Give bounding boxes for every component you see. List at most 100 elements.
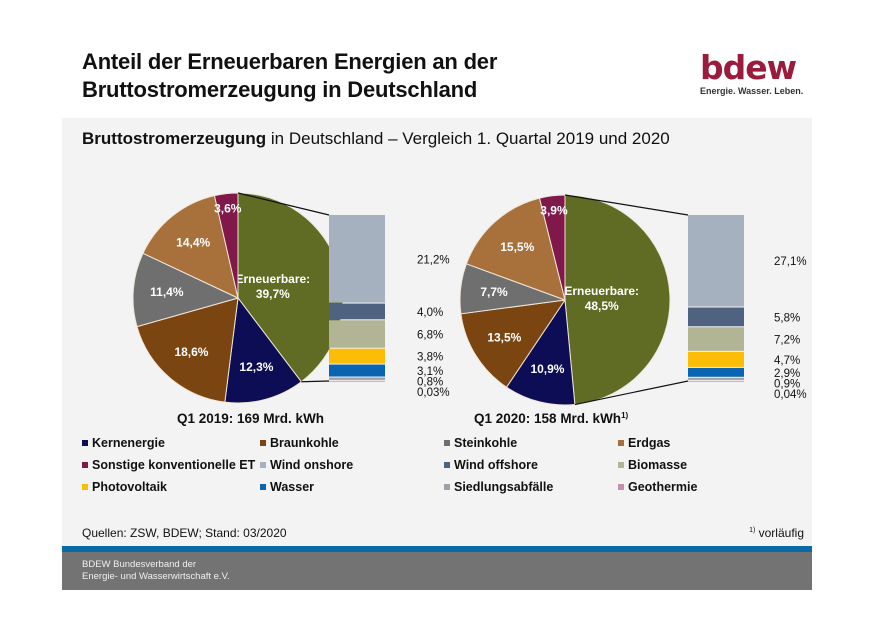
pie-slice-sonstige-konventionelle-et: [213, 192, 239, 299]
legend-item-wind-onshore: Wind onshore: [260, 458, 353, 472]
legend-swatch: [618, 462, 624, 468]
legend-swatch: [444, 462, 450, 468]
legend-swatch: [260, 462, 266, 468]
legend-item-photovoltaik: Photovoltaik: [82, 480, 167, 494]
bar-segment-wind-offshore: [329, 303, 385, 320]
pie-slice-braunkohle: [460, 299, 567, 388]
subtitle-rest: in Deutschland – Vergleich 1. Quartal 20…: [266, 129, 670, 148]
connector-line-bottom: [574, 380, 689, 406]
legend-item-sonstige-konventionelle-et: Sonstige konventionelle ET: [82, 458, 255, 472]
legend-label: Biomasse: [628, 458, 688, 472]
bar-label-wasser: 3,1%: [417, 366, 443, 378]
bar-label-wasser: 2,9%: [774, 368, 800, 380]
pie-slice-kernenergie: [505, 298, 576, 406]
connector-line-top: [564, 194, 689, 216]
chart-title-footnote: 1): [621, 411, 628, 420]
legend-label: Photovoltaik: [92, 480, 168, 494]
legend-item-steinkohle: Steinkohle: [444, 436, 517, 450]
legend-swatch: [618, 440, 624, 446]
legend-label: Wasser: [270, 480, 315, 494]
pie-label-erneuerbare: Erneuerbare:: [564, 284, 639, 298]
footer: BDEW Bundesverband der Energie- und Wass…: [62, 552, 812, 590]
bar-segment-wasser: [688, 367, 744, 377]
legend-item-kernenergie: Kernenergie: [82, 436, 165, 450]
bar-segment-siedlungsabfälle: [329, 377, 385, 380]
legend-swatch: [444, 440, 450, 446]
legend-swatch: [618, 484, 624, 490]
bar-label-siedlungsabfälle: 0,8%: [417, 377, 443, 389]
chart-title-1: Q1 2019: 169 Mrd. kWh: [177, 411, 324, 426]
bar-segment-wasser: [329, 364, 385, 377]
legend-item-braunkohle: Braunkohle: [260, 436, 339, 450]
bar-label-wind-onshore: 27,1%: [774, 256, 807, 268]
chart-panel: Bruttostromerzeugung in Deutschland – Ve…: [62, 118, 812, 546]
bar-segment-biomasse: [329, 320, 385, 348]
legend-swatch: [82, 440, 88, 446]
legend-item-biomasse: Biomasse: [618, 458, 687, 472]
legend-label: Geothermie: [628, 480, 698, 494]
legend-label: Erdgas: [628, 436, 671, 450]
bar-label-wind-offshore: 4,0%: [417, 307, 443, 319]
pie-label-kernenergie: 10,9%: [530, 362, 564, 376]
legend-label: Wind onshore: [270, 458, 354, 472]
bar-label-siedlungsabfälle: 0,9%: [774, 378, 800, 390]
pie-label-erneuerbare: 48,5%: [585, 299, 619, 313]
pie-label-erdgas: 15,5%: [500, 240, 534, 254]
footnote-text: vorläufig: [755, 526, 804, 540]
subtitle-bold: Bruttostromerzeugung: [82, 129, 267, 148]
page-title: Anteil der Erneuerbaren Energien an der …: [82, 48, 497, 104]
legend-label: Sonstige konventionelle ET: [92, 458, 256, 472]
legend-item-erdgas: Erdgas: [618, 436, 670, 450]
connector-line-bottom: [301, 380, 330, 383]
bar-label-biomasse: 7,2%: [774, 335, 800, 347]
legend-item-wasser: Wasser: [260, 480, 314, 494]
legend-label: Siedlungsabfälle: [454, 480, 554, 494]
pie-slice-erdgas: [142, 195, 239, 299]
pie-charts: Erneuerbare:39,7%12,3%18,6%11,4%14,4%3,6…: [132, 192, 807, 426]
pie-label-steinkohle: 7,7%: [480, 285, 508, 299]
footnote: 1) vorläufig: [749, 526, 804, 540]
title-line-2: Bruttostromerzeugung in Deutschland: [82, 77, 478, 102]
bar-segment-biomasse: [688, 327, 744, 351]
title-line-1: Anteil der Erneuerbaren Energien an der: [82, 49, 498, 74]
bar-label-photovoltaik: 3,8%: [417, 352, 443, 364]
legend-swatch: [82, 484, 88, 490]
pie-label-erneuerbare: Erneuerbare:: [235, 272, 310, 286]
pie-slice-kernenergie: [224, 296, 303, 404]
pie-label-kernenergie: 12,3%: [239, 360, 273, 374]
bar-segment-photovoltaik: [329, 348, 385, 364]
legend-swatch: [444, 484, 450, 490]
footer-line-2: Energie- und Wasserwirtschaft e.V.: [82, 571, 230, 582]
pie-label-erneuerbare: 39,7%: [256, 287, 290, 301]
source-note: Quellen: ZSW, BDEW; Stand: 03/2020: [82, 526, 287, 540]
bar-segment-wind-onshore: [329, 215, 385, 303]
bar-segment-geothermie: [688, 380, 744, 382]
bdew-logo: bdew Energie. Wasser. Leben.: [700, 51, 810, 96]
bar-segment-geothermie: [329, 380, 385, 382]
bar-label-geothermie: 0,03%: [417, 387, 450, 399]
legend-item-wind-offshore: Wind offshore: [444, 458, 538, 472]
legend-label: Steinkohle: [454, 436, 518, 450]
legend-swatch: [260, 484, 266, 490]
pie-label-steinkohle: 11,4%: [150, 285, 184, 299]
bar-label-geothermie: 0,04%: [774, 389, 807, 401]
logo-tagline: Energie. Wasser. Leben.: [700, 86, 804, 96]
legend-swatch: [82, 462, 88, 468]
pie-slice-erdgas: [465, 197, 566, 301]
pie-label-braunkohle: 18,6%: [174, 345, 208, 359]
pie-label-braunkohle: 13,5%: [487, 331, 521, 345]
legend-label: Wind offshore: [454, 458, 538, 472]
pie-label-erdgas: 14,4%: [176, 235, 210, 249]
chart-subtitle: Bruttostromerzeugung in Deutschland – Ve…: [82, 129, 670, 149]
chart-title-2: Q1 2020: 158 Mrd. kWh1): [474, 411, 629, 426]
legend-label: Braunkohle: [270, 436, 339, 450]
bar-label-biomasse: 6,8%: [417, 329, 443, 341]
connector-line-top: [237, 192, 330, 216]
bar-segment-wind-offshore: [688, 307, 744, 327]
bar-segment-photovoltaik: [688, 351, 744, 367]
pie-slice-steinkohle: [132, 252, 240, 328]
pie-slice-braunkohle: [136, 297, 239, 403]
pie-slice-erneuerbare: [564, 194, 671, 406]
footnote-mark: 1): [749, 527, 756, 534]
legend-item-geothermie: Geothermie: [618, 480, 697, 494]
